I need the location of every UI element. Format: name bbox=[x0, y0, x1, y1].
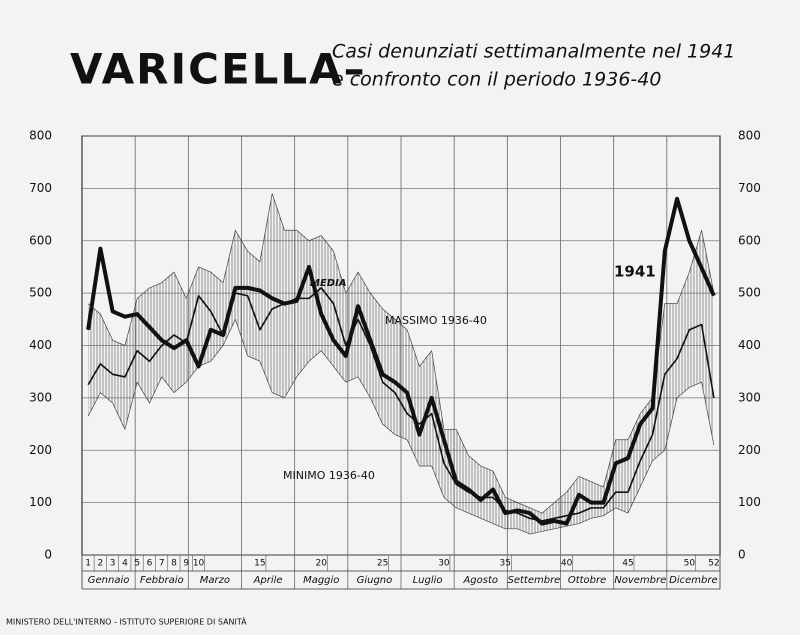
x-tick-label: 45 bbox=[622, 559, 633, 569]
month-label: Luglio bbox=[413, 575, 443, 586]
x-tick-label: 1 bbox=[85, 559, 91, 569]
y-tick-label-right: 500 bbox=[738, 286, 761, 300]
series-line bbox=[87, 193, 715, 514]
chart-subtitle: e confronto con il periodo 1936-40 bbox=[332, 69, 661, 91]
y-tick-label: 400 bbox=[29, 338, 52, 352]
x-tick-label: 20 bbox=[316, 559, 328, 569]
month-label: Maggio bbox=[303, 575, 339, 586]
y-tick-label-right: 600 bbox=[738, 233, 761, 247]
footer: MINISTERO DELL'INTERNO - ISTITUTO SUPERI… bbox=[6, 616, 247, 627]
chart-title: VARICELLA– bbox=[70, 45, 367, 94]
chart-subtitle: Casi denunziati settimanalmente nel 1941 bbox=[332, 41, 735, 63]
x-tick-label: 15 bbox=[254, 559, 265, 569]
month-label: Gennaio bbox=[88, 575, 130, 586]
y-tick-label: 0 bbox=[44, 548, 52, 562]
y-tick-label-right: 100 bbox=[738, 495, 761, 509]
x-tick-label: 40 bbox=[561, 559, 573, 569]
y-tick-label: 700 bbox=[29, 181, 52, 195]
x-tick-label: 2 bbox=[98, 559, 104, 569]
month-label: Aprile bbox=[253, 575, 283, 586]
series-line bbox=[87, 318, 715, 535]
x-tick-label: 25 bbox=[377, 559, 388, 569]
y-tick-label: 200 bbox=[29, 443, 52, 457]
range-band bbox=[88, 193, 714, 535]
month-label: Settembre bbox=[507, 575, 560, 586]
x-tick-label: 5 bbox=[134, 559, 140, 569]
y-tick-label: 600 bbox=[29, 233, 52, 247]
y-tick-label-right: 700 bbox=[738, 181, 761, 195]
series-label: MINIMO 1936-40 bbox=[283, 469, 375, 482]
y-tick-label-right: 0 bbox=[738, 548, 746, 562]
y-tick-label: 300 bbox=[29, 390, 52, 404]
month-label: Ottobre bbox=[568, 575, 606, 586]
y-tick-label-right: 400 bbox=[738, 338, 761, 352]
series-label: MEDIA bbox=[310, 278, 347, 289]
x-tick-label: 3 bbox=[110, 559, 116, 569]
y-tick-label-right: 800 bbox=[738, 129, 761, 143]
x-tick-label: 10 bbox=[193, 559, 205, 569]
y-tick-label-right: 300 bbox=[738, 390, 761, 404]
x-tick-label: 8 bbox=[171, 559, 177, 569]
x-tick-label: 4 bbox=[122, 559, 128, 569]
month-label: Giugno bbox=[357, 575, 393, 586]
series-line bbox=[87, 287, 715, 522]
month-label: Marzo bbox=[200, 575, 230, 586]
x-tick-label: 6 bbox=[147, 559, 153, 569]
x-tick-label: 30 bbox=[438, 559, 450, 569]
y-tick-label: 500 bbox=[29, 286, 52, 300]
x-tick-label: 35 bbox=[500, 559, 511, 569]
series-label: MASSIMO 1936-40 bbox=[385, 314, 487, 327]
y-tick-label-right: 200 bbox=[738, 443, 761, 457]
x-tick-label: 7 bbox=[159, 559, 165, 569]
series-label: 1941 bbox=[614, 263, 656, 281]
month-label: Dicembre bbox=[669, 575, 717, 586]
month-label: Novembre bbox=[614, 575, 666, 586]
month-label: Febbraio bbox=[140, 575, 184, 586]
y-tick-label: 800 bbox=[29, 129, 52, 143]
y-tick-label: 100 bbox=[29, 495, 52, 509]
x-tick-label: 52 bbox=[708, 559, 719, 569]
month-label: Agosto bbox=[462, 575, 498, 586]
series-line bbox=[86, 196, 716, 526]
x-tick-label: 50 bbox=[684, 559, 696, 569]
x-tick-label: 9 bbox=[183, 559, 189, 569]
